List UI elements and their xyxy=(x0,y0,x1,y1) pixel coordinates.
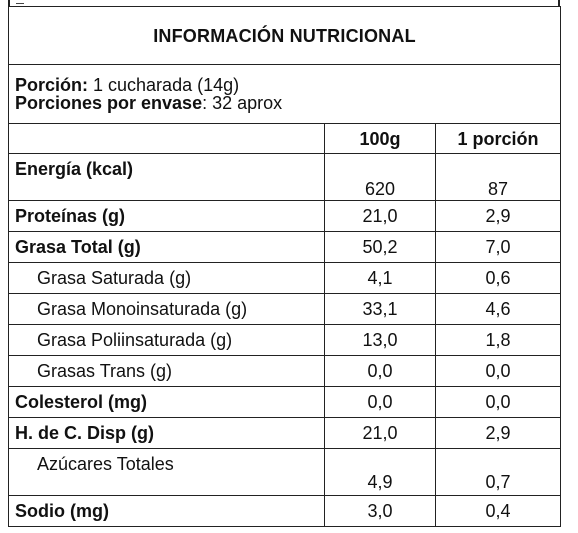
portion-line: Porción: 1 cucharada (14g) xyxy=(15,76,554,94)
table-row: Grasas Trans (g) 0,0 0,0 xyxy=(8,355,561,387)
row-label: Colesterol (mg) xyxy=(8,386,325,418)
value-portion: 87 xyxy=(435,153,561,201)
table-row: H. de C. Disp (g) 21,0 2,9 xyxy=(8,417,561,449)
row-label: H. de C. Disp (g) xyxy=(8,417,325,449)
row-label: Grasa Saturada (g) xyxy=(8,262,325,294)
nutrition-table: INFORMACIÓN NUTRICIONAL Porción: 1 cucha… xyxy=(8,6,561,527)
top-border-strip xyxy=(8,0,560,7)
table-row: Grasa Total (g) 50,2 7,0 xyxy=(8,231,561,263)
table-row: Proteínas (g) 21,0 2,9 xyxy=(8,200,561,232)
value-100g: 0,0 xyxy=(324,355,436,387)
row-label: Energía (kcal) xyxy=(8,153,325,201)
table-row: Energía (kcal) 620 87 xyxy=(8,153,561,201)
serving-info: Porción: 1 cucharada (14g) Porciones por… xyxy=(8,64,561,124)
table-row: Grasa Monoinsaturada (g) 33,1 4,6 xyxy=(8,293,561,325)
table-row: Grasa Saturada (g) 4,1 0,6 xyxy=(8,262,561,294)
row-label: Grasa Monoinsaturada (g) xyxy=(8,293,325,325)
nutrition-label: INFORMACIÓN NUTRICIONAL Porción: 1 cucha… xyxy=(8,0,561,533)
row-label: Proteínas (g) xyxy=(8,200,325,232)
table-title: INFORMACIÓN NUTRICIONAL xyxy=(8,6,561,65)
row-label: Azúcares Totales xyxy=(8,448,325,496)
value-100g: 4,1 xyxy=(324,262,436,294)
value-portion: 1,8 xyxy=(435,324,561,356)
value-100g: 13,0 xyxy=(324,324,436,356)
value-100g: 620 xyxy=(324,153,436,201)
value-100g: 33,1 xyxy=(324,293,436,325)
value-portion: 0,6 xyxy=(435,262,561,294)
column-header-100g: 100g xyxy=(324,123,436,154)
servings-label: Porciones por envase xyxy=(15,93,203,113)
table-row: Azúcares Totales 4,9 0,7 xyxy=(8,448,561,496)
row-label: Grasa Poliinsaturada (g) xyxy=(8,324,325,356)
portion-value: 1 cucharada (14g) xyxy=(88,75,240,95)
header-blank-cell xyxy=(8,123,325,154)
value-portion: 2,9 xyxy=(435,200,561,232)
value-portion: 0,4 xyxy=(435,495,561,527)
value-100g: 50,2 xyxy=(324,231,436,263)
value-100g: 0,0 xyxy=(324,386,436,418)
portion-label: Porción: xyxy=(15,75,89,95)
value-portion: 4,6 xyxy=(435,293,561,325)
table-row: Sodio (mg) 3,0 0,4 xyxy=(8,495,561,527)
row-label: Grasas Trans (g) xyxy=(8,355,325,387)
value-portion: 0,0 xyxy=(435,355,561,387)
value-100g: 3,0 xyxy=(324,495,436,527)
value-100g: 4,9 xyxy=(324,448,436,496)
servings-line: Porciones por envase: 32 aprox xyxy=(15,94,554,112)
table-row: Colesterol (mg) 0,0 0,0 xyxy=(8,386,561,418)
servings-value: : 32 aprox xyxy=(202,93,283,113)
column-header-row: 100g 1 porción xyxy=(8,123,561,154)
value-100g: 21,0 xyxy=(324,417,436,449)
row-label: Grasa Total (g) xyxy=(8,231,325,263)
table-row: Grasa Poliinsaturada (g) 13,0 1,8 xyxy=(8,324,561,356)
corner-mark xyxy=(16,0,24,4)
column-header-portion: 1 porción xyxy=(435,123,561,154)
value-portion: 2,9 xyxy=(435,417,561,449)
value-portion: 0,7 xyxy=(435,448,561,496)
value-portion: 7,0 xyxy=(435,231,561,263)
value-100g: 21,0 xyxy=(324,200,436,232)
value-portion: 0,0 xyxy=(435,386,561,418)
row-label: Sodio (mg) xyxy=(8,495,325,527)
